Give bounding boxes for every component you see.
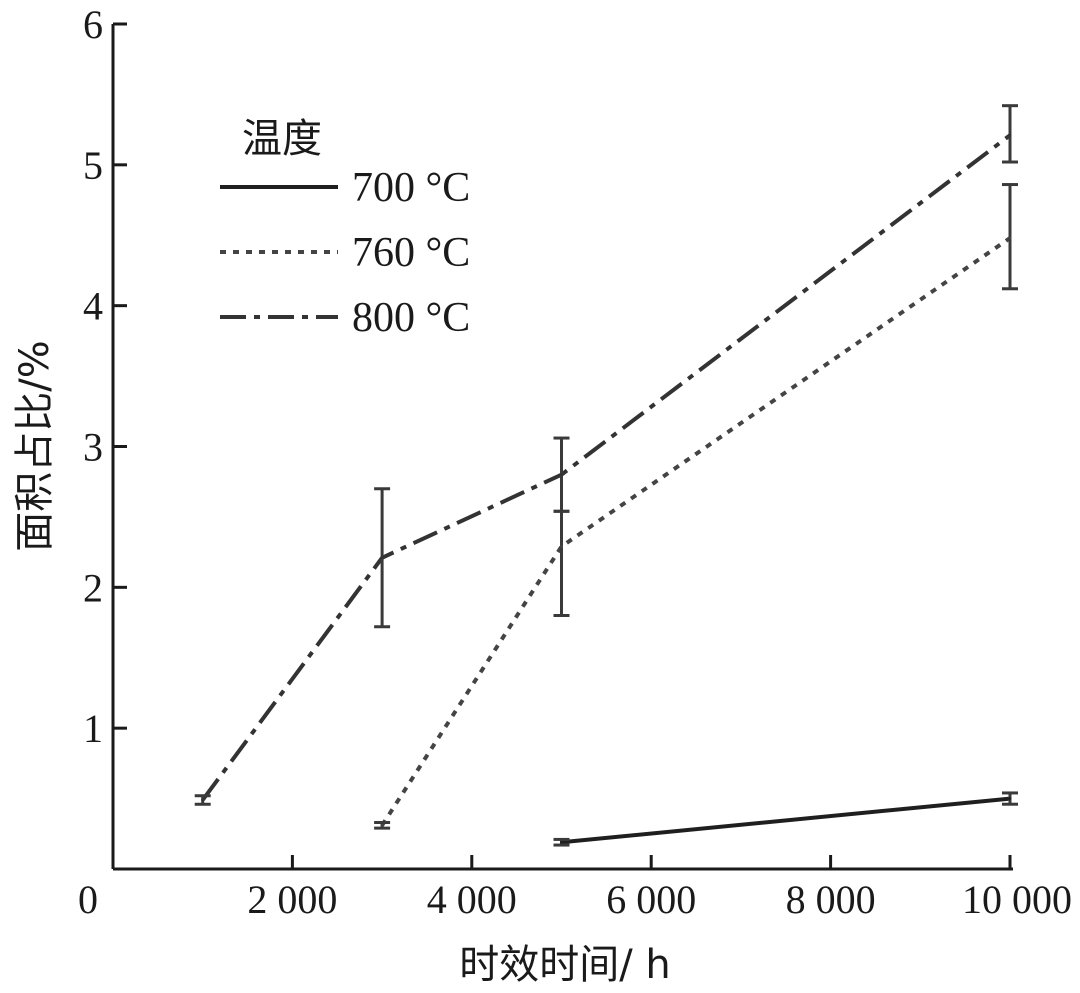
y-tick-label: 5: [83, 143, 103, 188]
y-tick-label: 1: [83, 706, 103, 751]
series-line: [380, 236, 1012, 827]
y-axis-title: 面积占比/%: [12, 340, 58, 551]
legend-label: 800 °C: [352, 295, 470, 341]
x-tick-label: 6 000: [606, 877, 696, 922]
ticks: 0 2 000 4 000 6 000 8 000 10 000 1 2 3 4 5 6: [78, 2, 1072, 922]
data-point: [1008, 133, 1012, 137]
y-tick-label: 2: [83, 565, 103, 610]
data-point: [560, 473, 563, 477]
series-line: [561, 796, 1011, 845]
x-axis-title: 时效时间/ h: [459, 942, 671, 988]
x-tick-label: 4 000: [427, 877, 517, 922]
series-layer: [194, 104, 1018, 847]
data-point: [560, 544, 563, 548]
data-point: [1008, 797, 1012, 801]
x-tick-label: 10 000: [962, 877, 1072, 922]
data-point: [380, 823, 384, 827]
data-point: [380, 556, 384, 560]
legend-label: 700 °C: [352, 165, 470, 211]
y-tick-label: 3: [83, 425, 103, 470]
x-tick-label: 8 000: [786, 877, 876, 922]
legend: 温度 700 °C 760 °C 800 °C: [220, 116, 470, 341]
data-point: [1008, 236, 1012, 240]
data-point: [560, 840, 563, 844]
series-line: [201, 133, 1012, 802]
legend-title: 温度: [242, 116, 322, 162]
series-1: [374, 183, 1018, 830]
legend-label: 760 °C: [352, 230, 470, 276]
x-tick-label: 2 000: [247, 877, 337, 922]
y-tick-label: 4: [83, 284, 103, 329]
series-2: [194, 104, 1018, 806]
data-point: [201, 798, 205, 802]
y-tick-label: 6: [83, 2, 103, 47]
series-0: [553, 791, 1018, 847]
x-tick-label: 0: [78, 877, 98, 922]
error-bar: [553, 509, 570, 617]
